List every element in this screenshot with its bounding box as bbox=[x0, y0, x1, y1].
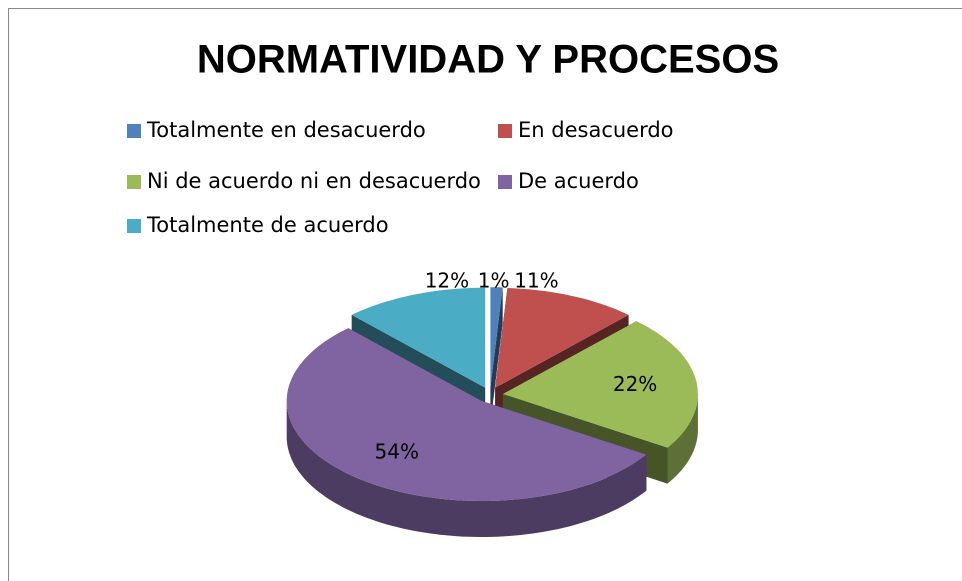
slice-top bbox=[495, 288, 629, 388]
slice-top bbox=[351, 287, 486, 388]
legend-swatch bbox=[498, 175, 512, 189]
data-label: 22% bbox=[613, 372, 657, 396]
slice bbox=[286, 328, 647, 537]
legend-label: De acuerdo bbox=[518, 169, 639, 193]
legend-label: En desacuerdo bbox=[518, 118, 674, 142]
slice-side bbox=[490, 287, 503, 424]
legend-swatch bbox=[127, 124, 141, 138]
legend-label: Totalmente de acuerdo bbox=[146, 213, 389, 237]
legend-label: Totalmente en desacuerdo bbox=[146, 118, 426, 142]
slice-top bbox=[286, 328, 647, 501]
slice-side bbox=[286, 399, 647, 537]
chart-title: NORMATIVIDAD Y PROCESOS bbox=[197, 38, 779, 82]
data-label: 11% bbox=[514, 269, 558, 293]
slice-top bbox=[490, 287, 503, 388]
legend-label: Ni de acuerdo ni en desacuerdo bbox=[147, 169, 481, 193]
data-label: 54% bbox=[375, 439, 419, 463]
data-label: 12% bbox=[425, 269, 469, 293]
legend-swatch bbox=[127, 175, 141, 189]
slice bbox=[490, 287, 503, 424]
slice-top bbox=[502, 321, 698, 448]
data-label: 1% bbox=[478, 269, 510, 293]
legend-swatch bbox=[127, 219, 141, 233]
legend-swatch bbox=[498, 124, 512, 138]
slice-side bbox=[667, 394, 698, 484]
